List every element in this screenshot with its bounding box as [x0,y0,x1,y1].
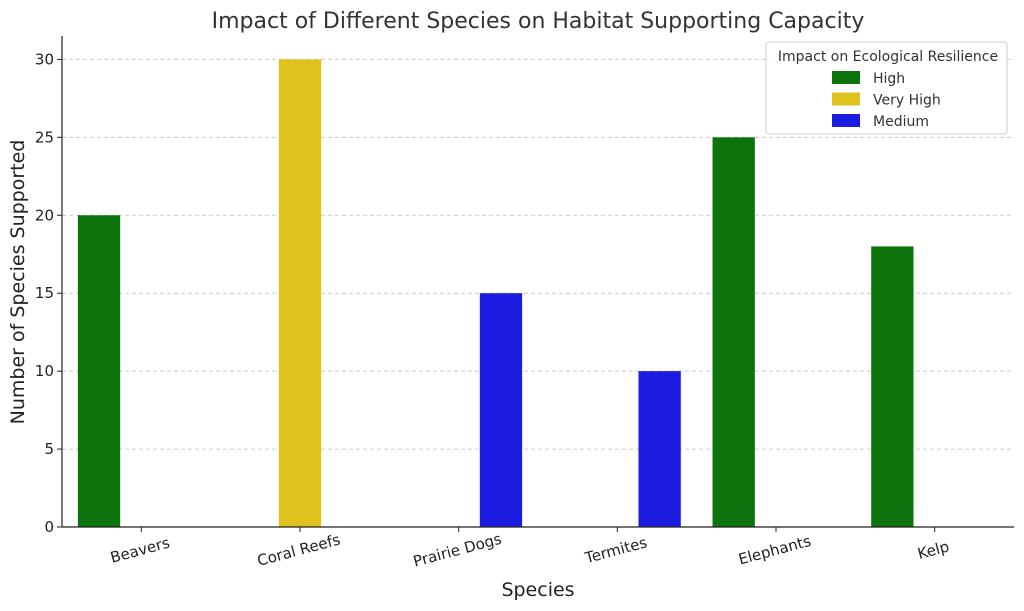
y-tick-label: 20 [35,206,54,224]
legend: Impact on Ecological Resilience High Very… [765,41,1008,135]
x-axis-label: Species [501,579,574,601]
x-ticks: Beavers Coral Reefs Prairie Dogs Termites El… [108,527,951,571]
legend-swatch [832,92,860,106]
legend-title: Impact on Ecological Resilience [778,49,998,65]
legend-swatch [832,71,860,84]
x-tick-label: Termites [582,533,649,567]
x-tick-label: Coral Reefs [255,530,342,569]
y-ticks: 0 5 10 15 20 25 30 [35,50,62,536]
legend-label: Medium [873,114,929,130]
chart-title: Impact of Different Species on Habitat S… [212,9,865,34]
y-tick-label: 25 [35,128,54,146]
y-tick-label: 30 [35,50,54,68]
y-axis-label: Number of Species Supported [7,140,29,425]
bar [479,293,523,527]
bar [77,215,121,527]
legend-box [765,41,1008,135]
x-tick-label: Elephants [736,532,813,569]
y-tick-label: 10 [35,362,54,380]
y-tick-label: 0 [44,518,54,536]
x-tick-label: Prairie Dogs [411,530,503,571]
legend-items: High Very High Medium [832,71,941,130]
bars [77,59,914,528]
bar [871,246,914,527]
y-tick-label: 5 [44,440,54,458]
x-tick-label: Kelp [916,537,952,563]
bar [712,137,755,528]
legend-swatch [832,114,860,127]
legend-label: Very High [873,93,941,109]
x-tick-label: Beavers [108,534,172,567]
y-tick-label: 15 [35,284,54,302]
legend-label: High [873,71,905,87]
axes [61,36,1014,528]
bar [638,371,681,527]
bar [278,59,322,527]
